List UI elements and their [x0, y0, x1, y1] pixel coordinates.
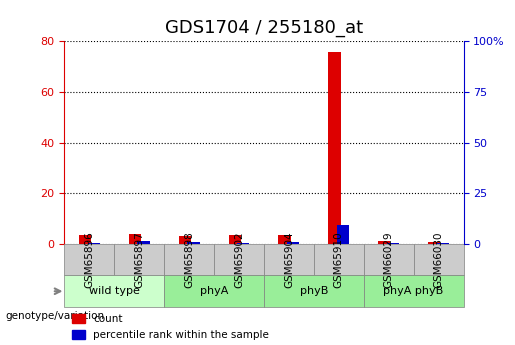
FancyBboxPatch shape	[264, 244, 314, 275]
Text: genotype/variation: genotype/variation	[5, 311, 104, 321]
Bar	[79, 235, 91, 244]
FancyBboxPatch shape	[114, 244, 164, 275]
Text: phyA phyB: phyA phyB	[384, 286, 444, 296]
FancyBboxPatch shape	[314, 244, 364, 275]
Text: GSM65896: GSM65896	[84, 231, 94, 288]
Text: GSM65910: GSM65910	[334, 231, 344, 288]
FancyBboxPatch shape	[364, 244, 414, 275]
FancyBboxPatch shape	[64, 275, 164, 307]
FancyBboxPatch shape	[414, 244, 464, 275]
Text: GSM66030: GSM66030	[434, 231, 443, 288]
FancyBboxPatch shape	[264, 275, 364, 307]
Title: GDS1704 / 255180_at: GDS1704 / 255180_at	[165, 19, 363, 37]
Bar	[437, 243, 449, 244]
Bar	[187, 242, 200, 244]
Text: GSM65904: GSM65904	[284, 231, 294, 288]
Legend: count, percentile rank within the sample: count, percentile rank within the sample	[72, 314, 269, 340]
Bar	[229, 235, 241, 244]
Bar	[387, 243, 399, 244]
Text: GSM65897: GSM65897	[134, 231, 144, 288]
Bar	[337, 225, 349, 244]
Bar	[428, 242, 440, 244]
Bar	[88, 243, 100, 244]
FancyBboxPatch shape	[364, 275, 464, 307]
Bar	[179, 236, 191, 244]
FancyBboxPatch shape	[164, 275, 264, 307]
FancyBboxPatch shape	[64, 244, 114, 275]
Bar	[237, 243, 249, 244]
Bar	[279, 235, 290, 244]
Text: phyA: phyA	[200, 286, 228, 296]
Bar	[129, 234, 141, 244]
Text: wild type: wild type	[89, 286, 140, 296]
Text: GSM66029: GSM66029	[384, 231, 393, 288]
FancyBboxPatch shape	[164, 244, 214, 275]
Text: GSM65902: GSM65902	[234, 231, 244, 288]
Bar	[287, 243, 299, 244]
Bar	[328, 51, 340, 244]
FancyBboxPatch shape	[214, 244, 264, 275]
Text: phyB: phyB	[300, 286, 328, 296]
Bar	[378, 241, 390, 244]
Text: GSM65898: GSM65898	[184, 231, 194, 288]
Bar	[138, 241, 150, 244]
